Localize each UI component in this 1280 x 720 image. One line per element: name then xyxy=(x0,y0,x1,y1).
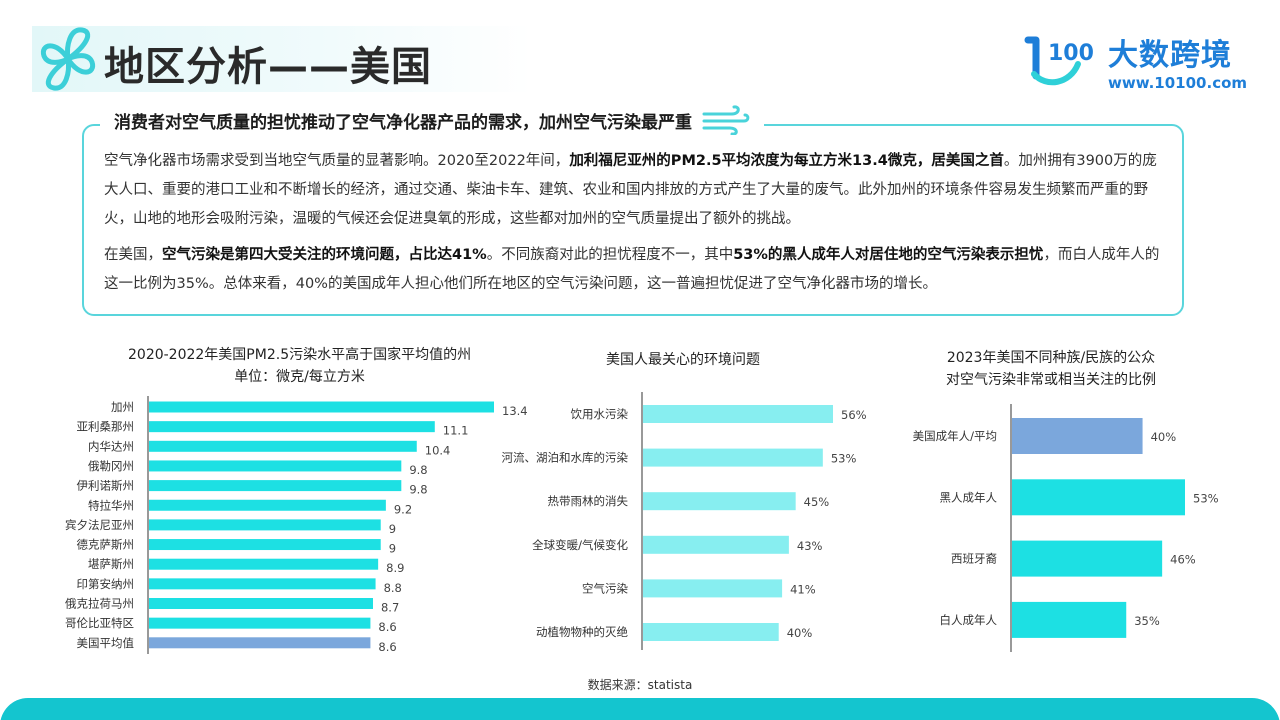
chart3-value-label: 40% xyxy=(1151,430,1177,444)
chart1-bar xyxy=(149,440,417,452)
chart2-value-label: 56% xyxy=(841,408,867,422)
chart3-value-label: 35% xyxy=(1134,614,1160,628)
pinwheel-icon xyxy=(40,27,96,91)
chart2-value-label: 41% xyxy=(790,582,816,596)
chart2-value-label: 45% xyxy=(804,495,830,509)
data-source: 数据来源：statista xyxy=(587,678,693,692)
chart1-category-label: 美国平均值 xyxy=(77,636,135,650)
chart2-category-label: 空气污染 xyxy=(582,581,628,595)
chart1-category-label: 内华达州 xyxy=(88,439,134,453)
chart1-bar xyxy=(149,421,435,433)
chart2-category-label: 全球变暖/气候变化 xyxy=(532,538,628,552)
chart1-category-label: 加州 xyxy=(111,400,134,414)
chart1-value-label: 9.2 xyxy=(394,502,412,516)
chart1-bar xyxy=(149,480,402,492)
chart1-value-label: 13.4 xyxy=(502,404,528,418)
chart1-bar xyxy=(149,499,386,511)
chart3-bar xyxy=(1012,479,1185,516)
chart1-bar xyxy=(149,617,371,629)
chart2-bar xyxy=(643,623,779,641)
chart2-value-label: 53% xyxy=(831,452,857,466)
header-band xyxy=(32,26,532,92)
chart1-category-label: 亚利桑那州 xyxy=(77,420,135,434)
brand-logo: 100 大数跨境 www.10100.com xyxy=(1024,30,1254,100)
chart3-title: 2023年美国不同种族/民族的公众 对空气污染非常或相当关注的比例 xyxy=(946,350,1156,388)
chart1-bar xyxy=(149,598,373,609)
chart1-value-label: 8.8 xyxy=(384,581,402,595)
summary-paragraph-2: 在美国，空气污染是第四大受关注的环境问题，占比达41%。不同族裔对此的担忧程度不… xyxy=(104,247,1160,292)
chart1-bar xyxy=(149,519,381,531)
chart1-value-label: 8.7 xyxy=(381,601,399,615)
chart1-category-label: 伊利诺斯州 xyxy=(77,479,135,493)
chart1-title: 2020-2022年美国PM2.5污染水平高于国家平均值的州 单位：微克/每立方… xyxy=(128,347,472,385)
chart1-bar xyxy=(149,539,381,551)
chart1-category-label: 俄克拉荷马州 xyxy=(65,597,134,611)
chart3-category-label: 白人成年人 xyxy=(940,613,998,627)
footer-band xyxy=(0,698,1280,720)
chart3-bar xyxy=(1012,601,1127,638)
chart2-bar xyxy=(643,535,789,554)
brand-name: 大数跨境 xyxy=(1108,38,1232,73)
brand-url[interactable]: www.10100.com xyxy=(1108,74,1248,92)
chart3-value-label: 46% xyxy=(1170,553,1196,567)
chart1-value-label: 8.6 xyxy=(378,620,396,634)
chart1-category-label: 俄勒冈州 xyxy=(88,459,134,473)
page-title: 地区分析——美国 xyxy=(104,44,432,90)
chart2-value-label: 43% xyxy=(797,539,823,553)
chart1-value-label: 9 xyxy=(389,542,396,556)
brand-mark-icon: 100 xyxy=(1024,36,1094,86)
chart1-bar xyxy=(149,460,402,472)
summary-subtitle: 消费者对空气质量的担忧推动了空气净化器产品的需求，加州空气污染最严重 xyxy=(114,112,692,133)
chart2-bar xyxy=(643,405,833,423)
chart3-bar xyxy=(1012,540,1163,577)
chart1-value-label: 9 xyxy=(389,522,396,536)
chart2-category-label: 饮用水污染 xyxy=(571,407,629,421)
chart1-category-label: 特拉华州 xyxy=(88,498,134,512)
chart3-category-label: 西班牙裔 xyxy=(951,552,997,566)
chart1-value-label: 8.6 xyxy=(378,640,396,654)
chart2-category-label: 动植物物种的灭绝 xyxy=(536,625,628,639)
summary-heading: 消费者对空气质量的担忧推动了空气净化器产品的需求，加州空气污染最严重 xyxy=(100,104,764,136)
chart2-bar xyxy=(643,492,796,511)
chart3-bar xyxy=(1012,418,1143,454)
chart3-air-pollution-concern-by-race: 美国成年人/平均 40% 黑人成年人 53% 西班牙裔 46% 白人成年人 35% xyxy=(913,404,1219,652)
chart2-title: 美国人最关心的环境问题 xyxy=(606,352,760,368)
chart1-value-label: 8.9 xyxy=(386,561,404,575)
chart1-bar xyxy=(149,578,376,590)
chart3-category-label: 美国成年人/平均 xyxy=(913,429,997,443)
chart1-category-label: 德克萨斯州 xyxy=(77,538,135,552)
chart1-category-label: 堪萨斯州 xyxy=(88,557,134,571)
chart1-value-label: 10.4 xyxy=(425,443,451,457)
chart2-category-label: 河流、湖泊和水库的污染 xyxy=(502,451,629,465)
chart2-bar xyxy=(643,579,783,598)
chart1-category-label: 宾夕法尼亚州 xyxy=(65,518,134,532)
chart3-category-label: 黑人成年人 xyxy=(940,490,998,504)
chart2-bar xyxy=(643,448,823,467)
chart1-pm25-states: 加州 13.4 亚利桑那州 11.1 内华达州 10.4 俄勒冈州 9.8 伊利诺斯州 9.8 特拉… xyxy=(65,396,528,654)
summary-paragraph-1: 空气净化器市场需求受到当地空气质量的显著影响。2020至2022年间，加利福尼亚… xyxy=(104,153,1157,227)
svg-text:100: 100 xyxy=(1048,41,1094,66)
chart3-value-label: 53% xyxy=(1193,491,1219,505)
chart1-bar xyxy=(149,637,371,649)
chart1-category-label: 哥伦比亚特区 xyxy=(65,616,134,630)
chart1-value-label: 9.8 xyxy=(409,483,427,497)
wind-icon xyxy=(702,105,750,135)
chart2-value-label: 40% xyxy=(787,626,813,640)
chart1-value-label: 9.8 xyxy=(409,463,427,477)
chart1-bar xyxy=(149,401,494,413)
chart1-category-label: 印第安纳州 xyxy=(77,577,135,591)
chart2-category-label: 热带雨林的消失 xyxy=(548,494,629,508)
chart1-value-label: 11.1 xyxy=(443,424,469,438)
chart2-environmental-concerns: 饮用水污染 56% 河流、湖泊和水库的污染 53% 热带雨林的消失 45% 全球变暖/气候变… xyxy=(502,392,867,650)
chart1-bar xyxy=(149,558,379,570)
summary-box xyxy=(82,124,1184,316)
